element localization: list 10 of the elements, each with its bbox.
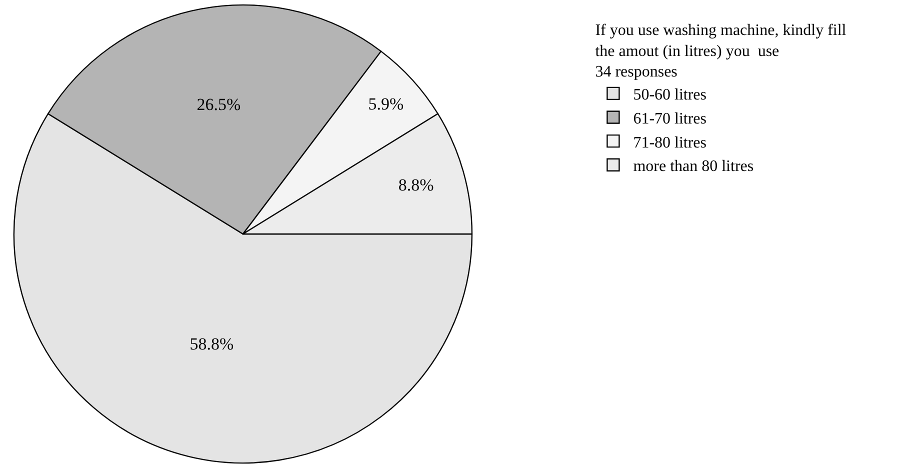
data-label: 8.8% bbox=[398, 175, 434, 194]
text: If you use washing machine, kindly fill the amout (in litres) you use bbox=[595, 22, 847, 60]
legend-label: 50-60 litres bbox=[633, 86, 707, 104]
legend-label: 61-70 litres bbox=[633, 110, 707, 128]
data-label: 5.9% bbox=[368, 94, 404, 114]
legend-label: more than 80 litres bbox=[633, 158, 754, 176]
text: 34 responses bbox=[595, 64, 678, 81]
data-label: 26.5% bbox=[196, 95, 241, 114]
data-label: 58.8% bbox=[190, 334, 234, 354]
legend-label: 71-80 litres bbox=[633, 134, 707, 152]
